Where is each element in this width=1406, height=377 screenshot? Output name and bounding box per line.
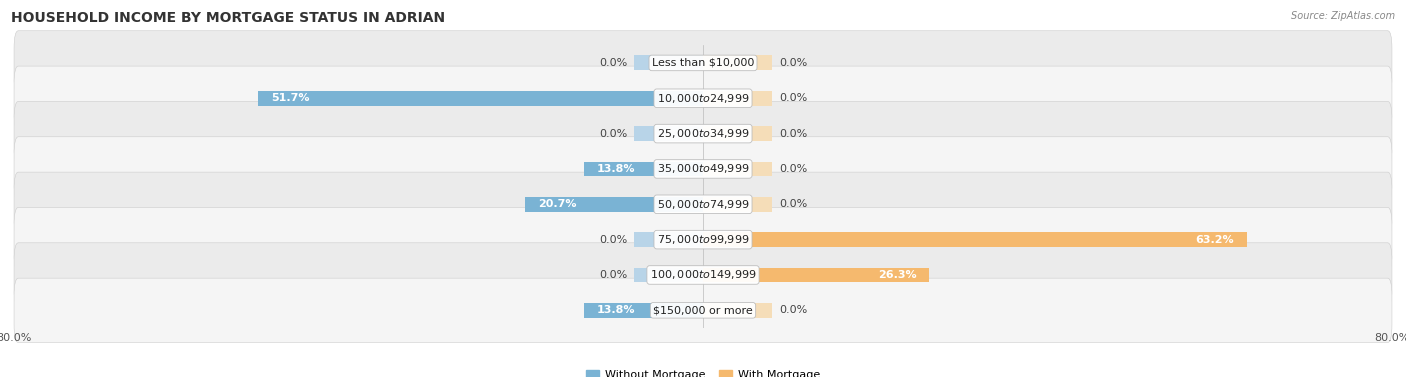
Bar xyxy=(703,268,929,282)
Text: $35,000 to $49,999: $35,000 to $49,999 xyxy=(657,162,749,175)
Bar xyxy=(703,126,772,141)
Bar xyxy=(703,197,772,212)
Bar xyxy=(703,55,772,70)
Bar xyxy=(703,232,1247,247)
FancyBboxPatch shape xyxy=(14,101,1392,166)
FancyBboxPatch shape xyxy=(14,31,1392,95)
Bar xyxy=(634,55,703,70)
Text: Source: ZipAtlas.com: Source: ZipAtlas.com xyxy=(1291,11,1395,21)
Text: 0.0%: 0.0% xyxy=(779,164,807,174)
Text: Less than $10,000: Less than $10,000 xyxy=(652,58,754,68)
Bar xyxy=(583,161,703,176)
Bar xyxy=(524,197,703,212)
Bar xyxy=(703,91,772,106)
Text: 20.7%: 20.7% xyxy=(537,199,576,209)
FancyBboxPatch shape xyxy=(14,278,1392,342)
Text: 0.0%: 0.0% xyxy=(779,305,807,315)
Text: 0.0%: 0.0% xyxy=(779,129,807,139)
Text: 63.2%: 63.2% xyxy=(1195,234,1234,245)
Legend: Without Mortgage, With Mortgage: Without Mortgage, With Mortgage xyxy=(582,365,824,377)
Text: 26.3%: 26.3% xyxy=(877,270,917,280)
Bar xyxy=(583,303,703,318)
Text: 13.8%: 13.8% xyxy=(598,164,636,174)
Text: 0.0%: 0.0% xyxy=(599,58,627,68)
FancyBboxPatch shape xyxy=(14,243,1392,307)
FancyBboxPatch shape xyxy=(14,207,1392,272)
FancyBboxPatch shape xyxy=(14,172,1392,236)
Text: 0.0%: 0.0% xyxy=(599,270,627,280)
Text: $100,000 to $149,999: $100,000 to $149,999 xyxy=(650,268,756,282)
Bar xyxy=(634,232,703,247)
FancyBboxPatch shape xyxy=(14,66,1392,130)
Text: 0.0%: 0.0% xyxy=(599,129,627,139)
Text: HOUSEHOLD INCOME BY MORTGAGE STATUS IN ADRIAN: HOUSEHOLD INCOME BY MORTGAGE STATUS IN A… xyxy=(11,11,446,25)
Text: $75,000 to $99,999: $75,000 to $99,999 xyxy=(657,233,749,246)
Text: $50,000 to $74,999: $50,000 to $74,999 xyxy=(657,198,749,211)
Bar xyxy=(257,91,703,106)
Text: 0.0%: 0.0% xyxy=(779,93,807,103)
Text: 0.0%: 0.0% xyxy=(779,58,807,68)
Text: 51.7%: 51.7% xyxy=(271,93,309,103)
Text: 0.0%: 0.0% xyxy=(599,234,627,245)
Text: $10,000 to $24,999: $10,000 to $24,999 xyxy=(657,92,749,105)
Text: 0.0%: 0.0% xyxy=(779,199,807,209)
Bar xyxy=(634,268,703,282)
FancyBboxPatch shape xyxy=(14,137,1392,201)
Bar xyxy=(634,126,703,141)
Text: 13.8%: 13.8% xyxy=(598,305,636,315)
Text: $150,000 or more: $150,000 or more xyxy=(654,305,752,315)
Bar xyxy=(703,303,772,318)
Bar xyxy=(703,161,772,176)
Text: $25,000 to $34,999: $25,000 to $34,999 xyxy=(657,127,749,140)
